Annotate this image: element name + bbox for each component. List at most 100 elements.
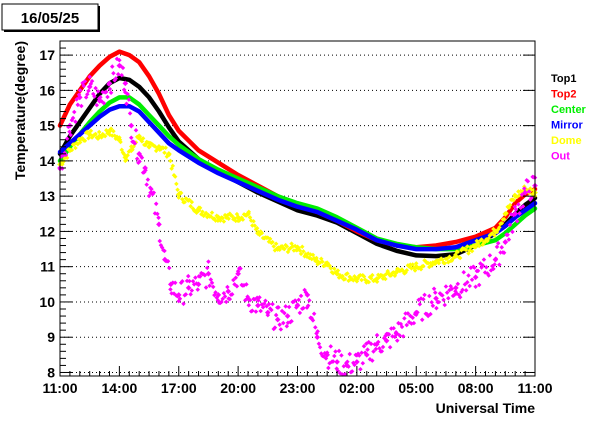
scatter-marker-out: [74, 97, 79, 102]
scatter-marker-out: [480, 263, 486, 268]
scatter-marker-dome: [473, 244, 478, 250]
scatter-marker-out: [95, 89, 101, 94]
scatter-marker-out: [410, 315, 415, 320]
series-line-center: [57, 95, 538, 252]
legend: Top1 Top2 Center Mirror Dome Out: [551, 73, 587, 163]
scatter-marker-out: [253, 309, 259, 314]
scatter-marker-out: [411, 320, 417, 326]
scatter-marker-out: [374, 332, 380, 338]
scatter-marker-out: [341, 364, 347, 369]
scatter-marker-out: [266, 301, 272, 307]
data-point-top2: [513, 201, 517, 205]
scatter-marker-dome: [175, 187, 180, 193]
scatter-marker-out: [223, 299, 229, 305]
scatter-marker-dome: [117, 135, 122, 140]
scatter-marker-out: [206, 259, 211, 264]
data-point-center: [276, 194, 280, 198]
scatter-marker-out: [498, 250, 503, 255]
data-point-mirror: [216, 171, 220, 175]
scatter-marker-out: [193, 275, 198, 280]
data-point-top1: [78, 120, 82, 124]
scatter-marker-dome: [73, 145, 78, 151]
data-point-center: [177, 143, 181, 147]
scatter-marker-out: [317, 344, 323, 350]
y-tick-label: 13: [39, 188, 55, 204]
scatter-marker-out: [432, 290, 438, 295]
scatter-marker-out: [113, 76, 119, 81]
data-point-mirror: [256, 189, 260, 193]
data-point-center: [493, 238, 497, 242]
data-point-mirror: [157, 131, 161, 135]
y-tick-label: 10: [39, 294, 55, 310]
scatter-marker-dome: [413, 261, 419, 266]
scatter-marker-dome: [310, 252, 316, 258]
scatter-marker-dome: [85, 129, 90, 135]
scatter-marker-out: [81, 83, 87, 89]
data-point-top1: [296, 208, 299, 212]
scatter-marker-out: [392, 334, 398, 340]
scatter-marker-out: [73, 119, 78, 125]
scatter-marker-out: [145, 177, 151, 182]
scatter-marker-out: [362, 350, 368, 355]
scatter-marker-out: [475, 268, 481, 274]
scatter-marker-out: [472, 265, 477, 270]
scatter-marker-dome: [209, 210, 215, 215]
scatter-marker-dome: [69, 147, 75, 153]
data-point-out: [225, 288, 232, 295]
scatter-marker-out: [257, 295, 262, 300]
scatter-marker-dome: [93, 131, 98, 137]
data-point-mirror: [276, 198, 280, 202]
scatter-marker-out: [203, 285, 209, 290]
data-point-mirror: [335, 219, 339, 223]
scatter-marker-dome: [292, 243, 298, 249]
data-point-center: [236, 177, 240, 181]
x-tick-label: 02:00: [339, 380, 375, 396]
scatter-marker-out: [430, 303, 436, 309]
data-point-center: [523, 214, 527, 218]
scatter-marker-out: [444, 290, 450, 295]
scatter-marker-dome: [270, 239, 275, 245]
scatter-marker-out: [108, 90, 114, 96]
series-top1: [57, 75, 538, 259]
scatter-marker-dome: [96, 129, 102, 135]
scatter-marker-dome: [282, 246, 287, 252]
chart-title: 16/05/25: [21, 10, 79, 27]
scatter-marker-out: [506, 237, 512, 242]
scatter-marker-out: [180, 278, 185, 284]
grid: [60, 54, 535, 373]
x-tick-label: 14:00: [101, 380, 137, 396]
data-point-top1: [414, 253, 418, 257]
scatter-marker-out: [465, 280, 470, 285]
data-point-mirror: [68, 141, 72, 145]
data-point-center: [167, 134, 171, 138]
data-point-top2: [98, 64, 102, 68]
scatter-marker-out: [324, 350, 330, 355]
scatter-marker-out: [336, 348, 342, 354]
scatter-marker-out: [405, 311, 411, 316]
scatter-marker-out: [296, 297, 301, 303]
scatter-marker-out: [397, 333, 402, 338]
data-point-center: [147, 113, 151, 117]
scatter-marker-dome: [88, 128, 94, 134]
scatter-marker-out: [440, 293, 445, 298]
scatter-marker-out: [315, 329, 320, 334]
data-point-mirror: [167, 141, 171, 145]
data-point-top1: [88, 106, 92, 110]
scatter-marker-out: [400, 334, 406, 339]
scatter-marker-dome: [358, 272, 363, 278]
scatter-marker-out: [225, 284, 230, 290]
data-point-center: [117, 95, 121, 99]
scatter-marker-out: [292, 298, 298, 303]
data-point-mirror: [414, 247, 418, 251]
scatter-marker-out: [473, 284, 478, 289]
data-point-mirror: [296, 205, 299, 209]
scatter-marker-out: [70, 115, 76, 121]
data-point-top2: [137, 60, 141, 64]
scatter-marker-out: [499, 245, 505, 250]
scatter-marker-out: [89, 78, 95, 84]
data-point-mirror: [355, 228, 359, 232]
data-point-mirror: [315, 210, 319, 214]
scatter-marker-dome: [463, 247, 469, 253]
y-axis-title: Temperature(degree): [12, 41, 28, 180]
scatter-marker-out: [231, 277, 236, 283]
